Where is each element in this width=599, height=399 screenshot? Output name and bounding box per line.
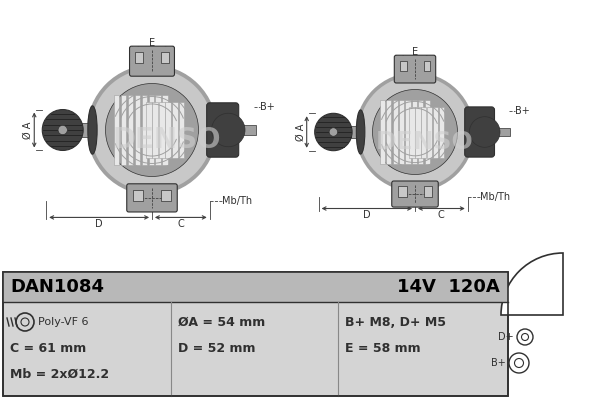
Bar <box>412 100 417 164</box>
Bar <box>425 100 429 164</box>
Circle shape <box>58 125 67 134</box>
Text: D+: D+ <box>498 332 514 342</box>
Text: C: C <box>438 211 444 221</box>
Bar <box>410 107 415 158</box>
Circle shape <box>373 89 458 174</box>
Text: D = 52 mm: D = 52 mm <box>178 342 256 354</box>
Circle shape <box>509 353 529 373</box>
Text: Mb/Th: Mb/Th <box>480 192 510 201</box>
Text: E = 58 mm: E = 58 mm <box>345 342 420 354</box>
Bar <box>427 107 432 158</box>
Bar <box>63 123 91 136</box>
Text: C = 61 mm: C = 61 mm <box>10 342 86 354</box>
Bar <box>380 100 385 164</box>
FancyBboxPatch shape <box>394 55 435 83</box>
Bar <box>498 128 510 136</box>
Text: Mb/Th: Mb/Th <box>222 196 252 205</box>
Ellipse shape <box>88 106 97 154</box>
Bar <box>423 61 430 71</box>
Bar <box>334 126 359 138</box>
Circle shape <box>522 334 528 340</box>
Bar <box>423 186 432 197</box>
FancyBboxPatch shape <box>129 46 174 76</box>
Circle shape <box>43 110 83 150</box>
FancyBboxPatch shape <box>127 184 177 212</box>
Bar <box>135 95 140 165</box>
Bar <box>243 125 256 134</box>
Text: DAN1084: DAN1084 <box>10 278 104 296</box>
Circle shape <box>357 74 473 190</box>
Bar <box>161 52 169 63</box>
Circle shape <box>470 117 500 147</box>
Bar <box>439 107 444 158</box>
Text: E: E <box>149 38 155 48</box>
Bar <box>134 190 143 201</box>
Text: Poly-VF 6: Poly-VF 6 <box>38 317 89 327</box>
FancyBboxPatch shape <box>465 107 495 157</box>
Text: E: E <box>412 47 418 57</box>
Text: B+ M8, D+ M5: B+ M8, D+ M5 <box>345 316 446 328</box>
Bar <box>156 95 161 165</box>
Text: C: C <box>177 219 184 229</box>
Circle shape <box>517 329 533 345</box>
FancyBboxPatch shape <box>207 103 238 157</box>
Circle shape <box>105 83 198 176</box>
Bar <box>172 102 177 158</box>
Bar <box>3 272 508 396</box>
Ellipse shape <box>356 110 365 154</box>
Text: B+: B+ <box>261 102 275 112</box>
Text: 14V  120A: 14V 120A <box>397 278 500 296</box>
Circle shape <box>515 358 524 367</box>
Text: D: D <box>363 211 371 221</box>
Bar <box>416 107 420 158</box>
Bar <box>120 95 126 165</box>
Wedge shape <box>501 253 563 315</box>
Bar <box>162 95 168 165</box>
Bar <box>398 186 407 197</box>
Text: Ø A: Ø A <box>296 123 305 141</box>
Bar <box>165 102 171 158</box>
Bar <box>146 102 152 158</box>
Text: B+: B+ <box>491 358 506 368</box>
Bar <box>3 272 508 302</box>
Bar <box>135 52 143 63</box>
Text: D: D <box>95 219 103 229</box>
Bar <box>399 100 404 164</box>
Bar <box>433 107 438 158</box>
Bar <box>406 100 410 164</box>
Circle shape <box>89 67 215 193</box>
Bar <box>386 100 391 164</box>
Text: DENSO: DENSO <box>376 130 474 154</box>
Circle shape <box>314 113 352 151</box>
Bar <box>400 61 407 71</box>
Bar <box>179 102 184 158</box>
Bar <box>149 95 154 165</box>
Text: DENSO: DENSO <box>113 126 221 154</box>
Bar <box>141 95 147 165</box>
Text: Mb = 2xØ12.2: Mb = 2xØ12.2 <box>10 367 109 381</box>
Bar <box>421 107 426 158</box>
Text: B+: B+ <box>515 106 530 116</box>
Circle shape <box>211 113 245 147</box>
Bar <box>128 95 133 165</box>
FancyBboxPatch shape <box>392 181 438 207</box>
Text: ØA = 54 mm: ØA = 54 mm <box>178 316 265 328</box>
Bar <box>161 190 171 201</box>
Circle shape <box>329 128 338 136</box>
Text: Ø A: Ø A <box>23 121 34 139</box>
Bar <box>114 95 119 165</box>
Bar <box>3 272 508 396</box>
Bar <box>418 100 423 164</box>
Bar <box>153 102 158 158</box>
Bar <box>159 102 165 158</box>
Bar <box>393 100 398 164</box>
